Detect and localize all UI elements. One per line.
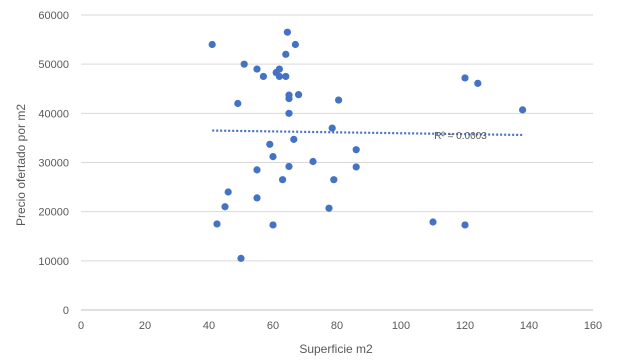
- data-point: [275, 65, 283, 73]
- data-point: [352, 163, 360, 171]
- y-axis-title: Precio ofertado por m2: [14, 104, 28, 226]
- data-point: [429, 218, 437, 226]
- data-points: [208, 28, 527, 262]
- data-point: [259, 72, 267, 81]
- data-point: [224, 188, 232, 196]
- y-tick-label: 0: [63, 305, 69, 317]
- data-point: [461, 74, 469, 82]
- x-tick-label: 160: [584, 320, 602, 332]
- data-point: [240, 60, 248, 68]
- y-axis: 0 10000 20000 30000 40000 50000 60000: [38, 10, 69, 317]
- data-point: [234, 99, 242, 108]
- x-tick-label: 140: [520, 320, 538, 332]
- data-point: [253, 194, 261, 202]
- data-point: [285, 162, 293, 171]
- data-point: [221, 203, 229, 211]
- x-tick-label: 0: [78, 320, 84, 332]
- data-point: [237, 254, 245, 262]
- data-point: [279, 176, 287, 184]
- x-axis: 0 20 40 60 80 100 120 140 160: [78, 320, 602, 332]
- x-tick-label: 60: [267, 320, 279, 332]
- data-point: [208, 40, 216, 49]
- data-point: [269, 221, 277, 229]
- data-point: [285, 94, 293, 103]
- y-tick-label: 60000: [38, 10, 69, 22]
- data-point: [213, 220, 221, 228]
- data-point: [291, 40, 299, 49]
- data-point: [282, 72, 290, 81]
- gridlines: [81, 14, 593, 311]
- data-point: [309, 157, 317, 166]
- data-point: [335, 96, 343, 104]
- y-tick-label: 40000: [38, 108, 69, 120]
- data-point: [269, 153, 277, 161]
- data-point: [352, 146, 360, 154]
- y-tick-label: 10000: [38, 256, 69, 268]
- data-point: [275, 72, 283, 81]
- data-point: [328, 124, 336, 132]
- data-point: [295, 91, 303, 99]
- data-point: [285, 109, 293, 117]
- x-tick-label: 40: [203, 320, 215, 332]
- x-tick-label: 100: [392, 320, 410, 332]
- x-tick-label: 20: [139, 320, 151, 332]
- data-point: [330, 176, 338, 184]
- data-point: [266, 140, 274, 148]
- x-tick-label: 80: [331, 320, 343, 332]
- x-axis-title: Superficie m2: [299, 342, 373, 356]
- x-tick-label: 120: [456, 320, 474, 332]
- y-tick-label: 50000: [38, 59, 69, 71]
- data-point: [253, 166, 261, 174]
- data-point: [461, 221, 469, 229]
- y-tick-label: 20000: [38, 207, 69, 219]
- y-tick-label: 30000: [38, 158, 69, 170]
- data-point: [282, 50, 290, 58]
- data-point: [474, 79, 482, 87]
- trendline-r2-label: R² = 0.0003: [434, 131, 487, 142]
- data-point: [290, 135, 298, 143]
- data-point: [519, 106, 527, 114]
- data-point: [283, 28, 291, 36]
- data-point: [253, 65, 261, 73]
- data-point: [325, 204, 333, 212]
